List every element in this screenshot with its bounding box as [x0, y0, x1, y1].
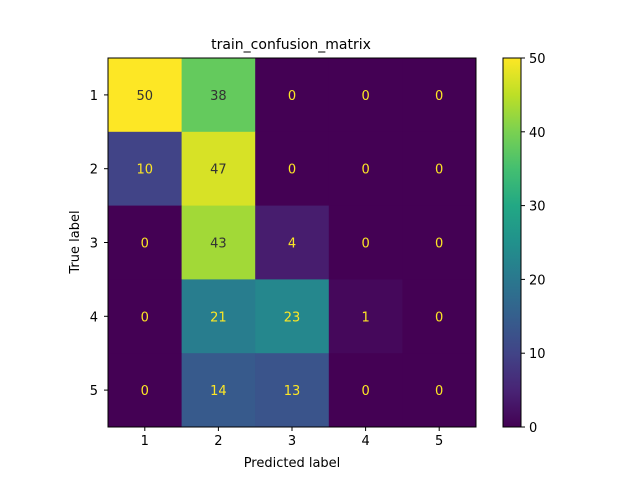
- matrix-cell: [402, 279, 477, 354]
- matrix-cell: [108, 205, 183, 280]
- colorbar-tick-label: 50: [529, 52, 546, 67]
- matrix-cell: [328, 279, 403, 354]
- cell-value-label: 1: [361, 310, 369, 325]
- cell-value-label: 14: [210, 384, 227, 399]
- y-tick-label: 5: [90, 384, 98, 399]
- colorbar-tick-label: 0: [529, 421, 537, 436]
- chart-title: train_confusion_matrix: [211, 37, 371, 53]
- matrix-cell: [328, 58, 403, 133]
- colorbar-tick-label: 40: [529, 126, 546, 141]
- cell-value-label: 0: [435, 237, 443, 252]
- y-axis-ticks: 1 2 3 4 5: [90, 89, 108, 399]
- cell-value-label: 0: [435, 89, 443, 104]
- cell-value-label: 38: [210, 89, 227, 104]
- matrix-cell: [181, 58, 256, 133]
- cell-value-label: 0: [361, 89, 369, 104]
- cell-value-label: 0: [141, 310, 149, 325]
- matrix-cell: [402, 205, 477, 280]
- cell-value-label: 50: [137, 89, 154, 104]
- cell-value-label: 47: [210, 163, 227, 178]
- matrix-cell: [108, 279, 183, 354]
- cell-value-label: 43: [210, 237, 227, 252]
- cell-value-label: 23: [284, 310, 301, 325]
- cell-value-label: 0: [141, 384, 149, 399]
- cell-value-label: 0: [435, 163, 443, 178]
- matrix-cell: [255, 353, 330, 428]
- matrix-cell: [181, 279, 256, 354]
- x-tick-label: 4: [361, 434, 369, 449]
- x-axis-ticks: 1 2 3 4 5: [141, 427, 443, 449]
- cell-value-label: 0: [361, 163, 369, 178]
- cell-value-label: 0: [288, 163, 296, 178]
- colorbar-tick-label: 10: [529, 347, 546, 362]
- matrix-cell: [328, 131, 403, 207]
- cell-value-label: 0: [361, 384, 369, 399]
- colorbar-ticks: 0 10 20 30 40 50: [521, 52, 546, 436]
- matrix-cell: [255, 205, 330, 280]
- matrix-cell: [255, 58, 330, 133]
- y-axis-label: True label: [68, 210, 83, 274]
- colorbar-tick-label: 30: [529, 200, 546, 215]
- matrix-cell: [328, 205, 403, 280]
- cell-value-label: 0: [288, 89, 296, 104]
- cell-value-label: 10: [137, 163, 154, 178]
- cell-value-label: 21: [210, 310, 227, 325]
- matrix-cell: [402, 58, 477, 133]
- matrix-cell: [181, 353, 256, 428]
- x-tick-label: 5: [435, 434, 443, 449]
- matrix-cells: 50 38 0 0 010 47 0 0 00 43 4 0 00 21 23 1 00 14 13 0 0: [108, 58, 477, 428]
- colorbar: [502, 57, 522, 428]
- x-tick-label: 1: [141, 434, 149, 449]
- matrix-cell: [402, 353, 477, 428]
- matrix-cell: [108, 353, 183, 428]
- cell-value-label: 4: [288, 237, 296, 252]
- cell-value-label: 13: [284, 384, 301, 399]
- colorbar-tick-label: 20: [529, 273, 546, 288]
- matrix-cell: [328, 353, 403, 428]
- cell-value-label: 0: [435, 310, 443, 325]
- y-tick-label: 3: [90, 237, 98, 252]
- cell-value-label: 0: [361, 237, 369, 252]
- matrix-cell: [108, 131, 183, 207]
- cell-value-label: 0: [141, 237, 149, 252]
- y-tick-label: 1: [90, 89, 98, 104]
- x-tick-label: 2: [214, 434, 222, 449]
- matrix-cell: [402, 131, 477, 207]
- y-tick-label: 4: [90, 310, 98, 325]
- x-tick-label: 3: [288, 434, 296, 449]
- y-tick-label: 2: [90, 163, 98, 178]
- matrix-cell: [255, 279, 330, 354]
- matrix-cell: [181, 131, 256, 207]
- matrix-cell: [108, 58, 183, 133]
- x-axis-label: Predicted label: [244, 456, 341, 471]
- cell-value-label: 0: [435, 384, 443, 399]
- matrix-cell: [181, 205, 256, 280]
- matrix-cell: [255, 131, 330, 207]
